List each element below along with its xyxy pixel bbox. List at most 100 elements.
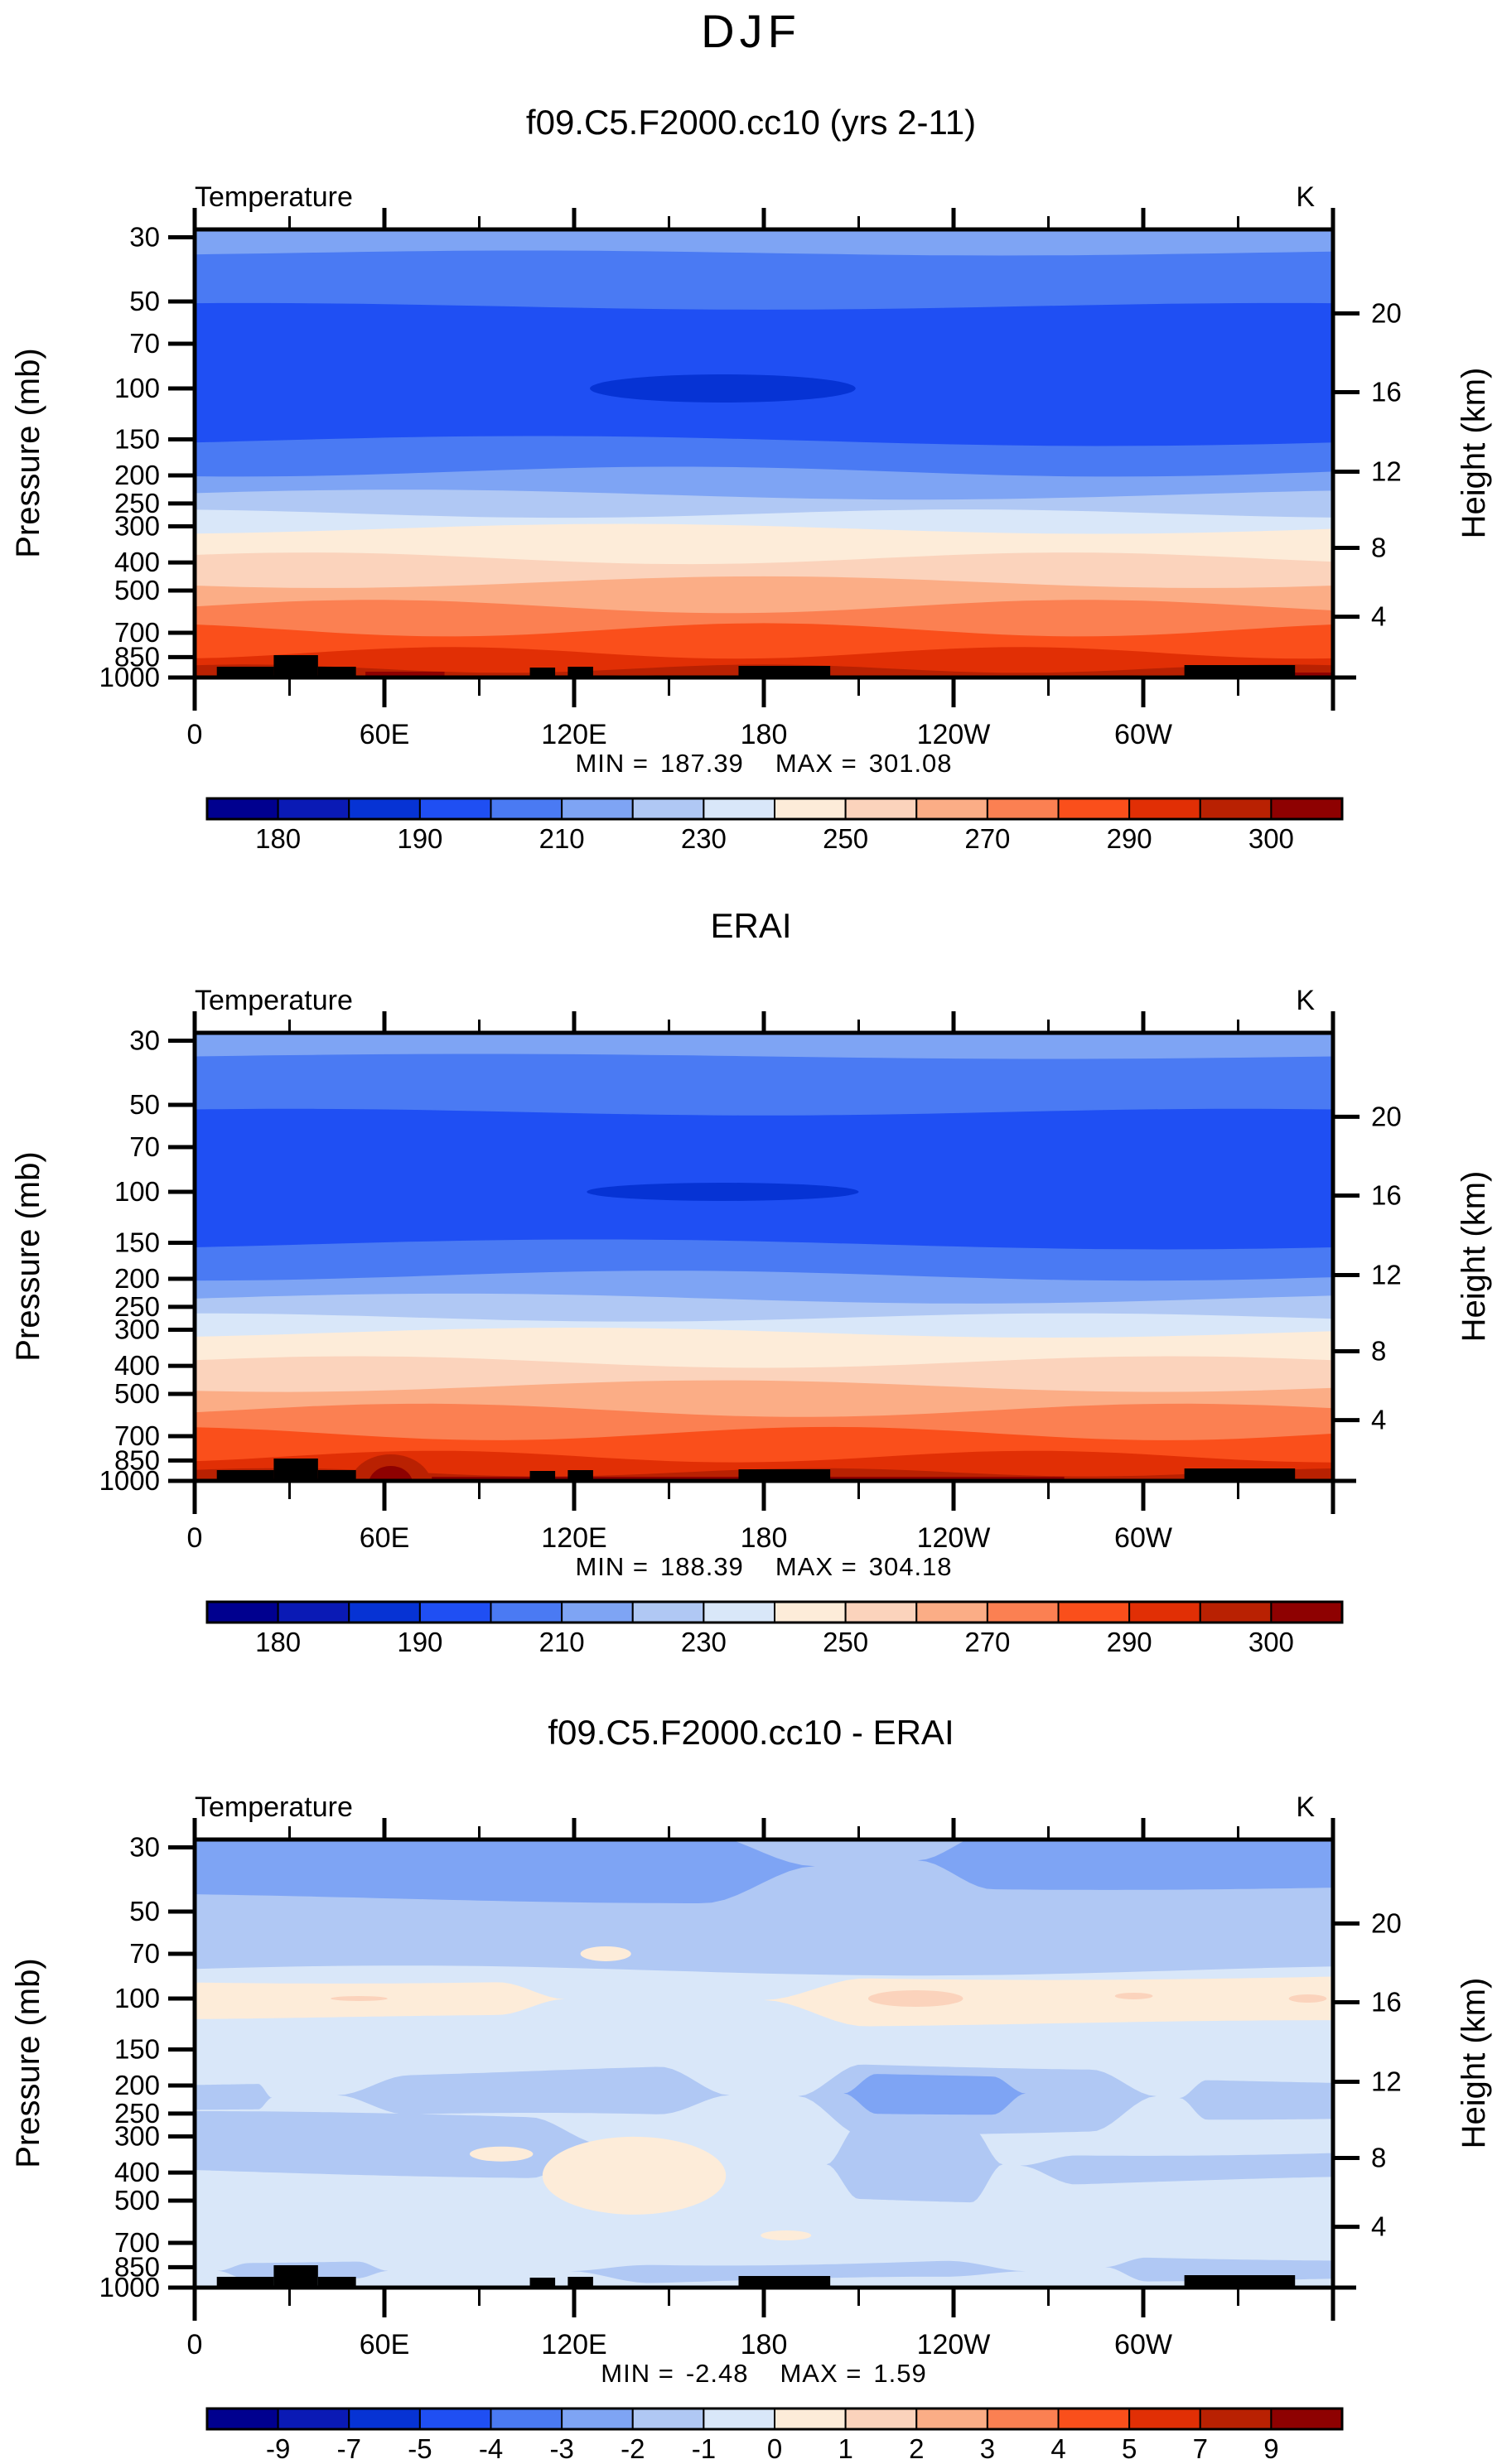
colorbar-cell xyxy=(703,798,775,820)
height-tick-label: 16 xyxy=(1371,1179,1402,1210)
min-value: 188.39 xyxy=(659,1552,744,1581)
panel-2-plot xyxy=(195,1033,1333,1481)
pressure-tick-label: 300 xyxy=(114,1314,160,1345)
pressure-tick-label: 1000 xyxy=(99,1465,160,1496)
height-tick-label: 4 xyxy=(1371,601,1386,632)
pressure-tick-label: 50 xyxy=(129,286,160,316)
height-tick-label: 4 xyxy=(1371,1405,1386,1435)
colorbar-cell xyxy=(206,1601,279,1623)
pressure-tick-label: 50 xyxy=(129,1896,160,1926)
colorbar-cell xyxy=(561,798,634,820)
pressure-tick-label: 1000 xyxy=(99,662,160,692)
colorbar-cell xyxy=(986,2408,1060,2430)
contour-blob xyxy=(470,2146,534,2162)
height-tick-label: 8 xyxy=(1371,2142,1386,2172)
colorbar-cell xyxy=(348,1601,421,1623)
colorbar-tick-label: -3 xyxy=(549,2433,573,2464)
colorbar-cell xyxy=(844,2408,918,2430)
colorbar-cell xyxy=(774,1601,847,1623)
pressure-tick-label: 300 xyxy=(114,2121,160,2152)
x-tick-label: 60E xyxy=(360,2329,410,2360)
height-tick-label: 12 xyxy=(1371,2066,1402,2096)
colorbar-tick-label: -1 xyxy=(692,2433,716,2464)
colorbar-cell xyxy=(1128,798,1201,820)
units-label: K xyxy=(1296,985,1315,1016)
colorbar-frame xyxy=(205,2407,1344,2431)
pressure-tick-label: 400 xyxy=(114,547,160,577)
contour-band xyxy=(195,1840,815,1903)
topography-mask xyxy=(738,666,831,677)
pressure-tick-label: 400 xyxy=(114,1350,160,1381)
x-tick-label: 60W xyxy=(1114,719,1172,750)
contour-blob xyxy=(350,1454,432,1481)
topography-mask xyxy=(273,655,318,677)
pressure-tick-label: 700 xyxy=(114,2227,160,2258)
x-tick-label: 0 xyxy=(187,1522,203,1554)
colorbar-cell xyxy=(1199,798,1273,820)
pressure-tick-label: 30 xyxy=(129,1025,160,1056)
colorbar-cell xyxy=(277,2408,350,2430)
colorbar-cell xyxy=(206,798,279,820)
topography-mask xyxy=(529,2278,556,2288)
colorbar-cell xyxy=(774,798,847,820)
height-axis-title: Height (km) xyxy=(1456,367,1492,539)
pressure-tick-label: 850 xyxy=(114,1444,160,1475)
contour-band xyxy=(195,1982,565,2019)
pressure-tick-label: 70 xyxy=(129,1938,160,1969)
topography-mask xyxy=(529,1471,556,1481)
topography-mask xyxy=(273,2265,318,2288)
colorbar-tick-label: 9 xyxy=(1263,2433,1278,2464)
x-tick-label: 120E xyxy=(541,1522,606,1554)
pressure-tick-label: 200 xyxy=(114,1263,160,1294)
height-tick-label: 20 xyxy=(1371,1101,1402,1131)
contour-band xyxy=(195,2084,273,2110)
colorbar-tick-label: 230 xyxy=(681,1627,727,1657)
contour-band xyxy=(570,2260,1026,2283)
colorbar-cell xyxy=(703,2408,775,2430)
colorbar-cell xyxy=(418,798,492,820)
colorbar-cell xyxy=(490,798,563,820)
colorbar-tick-label: 1 xyxy=(838,2433,852,2464)
field-label: Temperature xyxy=(195,985,353,1016)
colorbar-cell xyxy=(348,798,421,820)
units-label: K xyxy=(1296,1791,1315,1823)
field-label: Temperature xyxy=(195,181,353,213)
contour-blob xyxy=(590,374,856,403)
x-tick-label: 0 xyxy=(187,719,203,750)
x-tick-label: 180 xyxy=(741,719,788,750)
colorbar-cell xyxy=(915,798,988,820)
panel-2-colorbar: 180 190 210 230 250 270 290 300 xyxy=(205,1600,1344,1657)
topography-mask xyxy=(738,1469,831,1481)
height-tick-label: 20 xyxy=(1371,297,1402,328)
colorbar-cell xyxy=(703,1601,775,1623)
x-tick-label: 60W xyxy=(1114,1522,1172,1554)
contour-band xyxy=(843,2074,1026,2115)
panel-1-field-row: Temperature K xyxy=(195,183,1333,211)
pressure-tick-label: 200 xyxy=(114,2070,160,2100)
min-value: 187.39 xyxy=(659,749,744,778)
pressure-tick-label: 30 xyxy=(129,1832,160,1863)
panel-2-field-row: Temperature K xyxy=(195,986,1333,1015)
pressure-tick-label: 700 xyxy=(114,1420,160,1451)
topography-mask xyxy=(317,2277,356,2288)
topography-mask xyxy=(1184,1468,1296,1481)
colorbar-cell xyxy=(631,1601,705,1623)
topography-mask xyxy=(216,1470,274,1481)
panel-1-minmax: MIN = 187.39 MAX = 301.08 xyxy=(195,749,1333,779)
pressure-tick-label: 70 xyxy=(129,328,160,359)
topography-mask xyxy=(567,667,593,677)
colorbar-tick-label: 300 xyxy=(1248,1627,1294,1657)
contour-blob xyxy=(867,1990,964,2007)
x-tick-label: 60E xyxy=(360,1522,410,1554)
colorbar-cell xyxy=(490,1601,563,1623)
topography-mask xyxy=(529,668,556,677)
colorbar-cell xyxy=(915,2408,988,2430)
contour-band xyxy=(336,2066,730,2114)
topography-mask xyxy=(317,667,356,677)
colorbar-cell xyxy=(561,2408,634,2430)
min-value: -2.48 xyxy=(685,2359,749,2388)
height-tick-label: 16 xyxy=(1371,376,1402,407)
pressure-tick-label: 400 xyxy=(114,2157,160,2187)
